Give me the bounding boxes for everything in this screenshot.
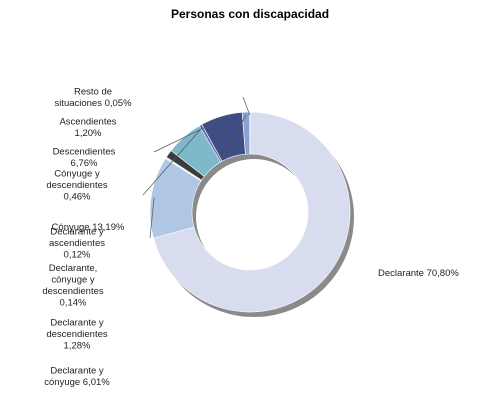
label-conyuge-y-descendientes: Cónyuge y descendientes 0,46%: [46, 169, 108, 203]
label-ascendientes: Ascendientes 1,20%: [59, 116, 116, 139]
label-conyuge: Cónyuge 13,19%: [52, 222, 125, 233]
label-declarante-conyuge-y-descendientes: Declarante, cónyuge y descendientes 0,14%: [42, 263, 104, 309]
chart-title: Personas con discapacidad: [171, 7, 329, 21]
leader-lines: [142, 96, 251, 239]
slice-declarante: [153, 111, 351, 313]
leader-conyuge-y-descendientes: [142, 127, 203, 196]
leader-resto-de-situaciones: [242, 96, 251, 116]
leader-ascendientes: [221, 114, 247, 159]
label-declarante-y-descendientes: Declarante y descendientes 1,28%: [46, 318, 108, 352]
leader-descendientes: [153, 118, 223, 153]
label-resto-de-situaciones: Resto de situaciones 0,05%: [54, 86, 132, 109]
donut-slices: [149, 111, 354, 317]
slice-labels: Declarante 70,80%Cónyuge 13,19%Declarant…: [42, 86, 459, 388]
label-declarante: Declarante 70,80%: [378, 268, 459, 279]
label-descendientes: Descendientes 6,76%: [53, 146, 116, 169]
leader-conyuge: [149, 197, 155, 239]
label-declarante-y-conyuge: Declarante y cónyuge 6,01%: [44, 365, 110, 388]
label-declarante-y-ascendientes: Declarante y ascendientes 0,12%: [49, 227, 105, 261]
